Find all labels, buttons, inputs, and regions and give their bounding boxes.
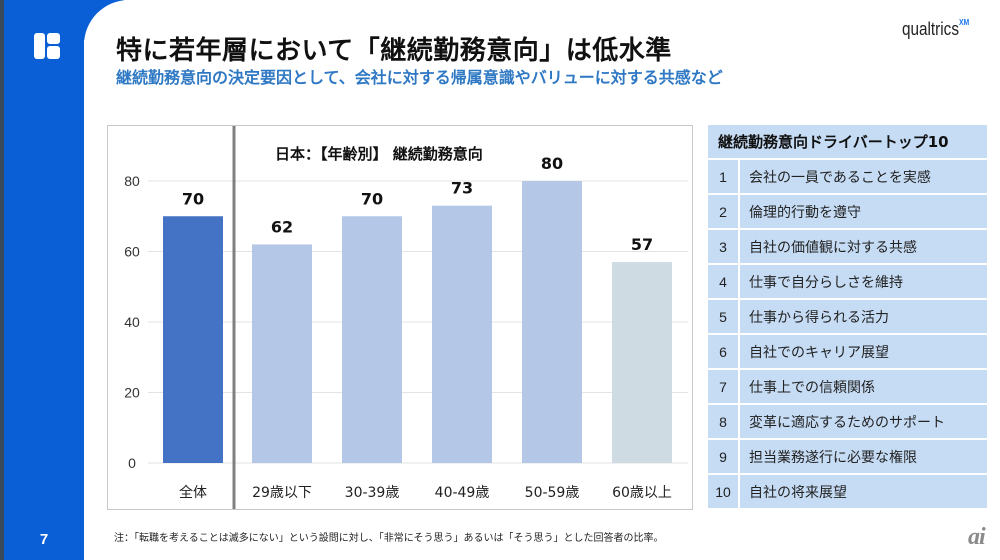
driver-row: 1 会社の一員であることを実感: [708, 160, 987, 195]
bar: [612, 262, 672, 463]
y-tick-label: 40: [124, 314, 140, 330]
chart-title: 日本：【年齢別】 継続勤務意向: [275, 145, 483, 163]
page-title: 特に若年層において「継続勤務意向」は低水準: [116, 36, 672, 66]
driver-row: 2 倫理的行動を遵守: [708, 195, 987, 230]
driver-rank: 4: [708, 265, 740, 298]
data-label: 73: [451, 179, 473, 198]
bars: [163, 181, 672, 464]
x-tick-label: 30-39歳: [345, 485, 400, 501]
x-tick-label: 全体: [179, 484, 207, 501]
bar: [432, 205, 492, 464]
data-label: 62: [271, 217, 293, 236]
data-labels: 70 62 70 73 80 57: [182, 154, 653, 254]
driver-row: 9 担当業務遂行に必要な権限: [708, 440, 987, 475]
brand-name: qualtrics: [902, 19, 959, 39]
left-edge-strip: [0, 0, 4, 560]
driver-label: 自社でのキャリア展望: [740, 335, 987, 368]
y-tick-label: 0: [128, 455, 136, 471]
driver-rank: 8: [708, 405, 740, 438]
bar: [522, 181, 582, 463]
sidebar: 7: [4, 0, 84, 560]
driver-label: 自社の価値観に対する共感: [740, 230, 987, 263]
driver-label: 会社の一員であることを実感: [740, 160, 987, 193]
driver-rank: 7: [708, 370, 740, 403]
driver-row: 7 仕事上での信頼関係: [708, 370, 987, 405]
x-tick-label: 50-59歳: [525, 485, 580, 501]
driver-rank: 1: [708, 160, 740, 193]
y-tick-label: 80: [124, 173, 140, 189]
driver-label: 仕事で自分らしさを維持: [740, 265, 987, 298]
driver-row: 8 変革に適応するためのサポート: [708, 405, 987, 440]
data-label: 80: [541, 154, 563, 173]
driver-row: 10 自社の将来展望: [708, 475, 987, 510]
brand-logo: qualtricsXM: [902, 18, 969, 40]
driver-row: 4 仕事で自分らしさを維持: [708, 265, 987, 300]
driver-label: 自社の将来展望: [740, 475, 987, 508]
x-axis-ticks: 全体 29歳以下 30-39歳 40-49歳 50-59歳 60歳以上: [179, 484, 672, 501]
watermark-logo: ai: [968, 524, 986, 550]
page-number: 7: [39, 531, 49, 548]
data-label: 57: [631, 235, 653, 254]
y-tick-label: 60: [124, 244, 140, 260]
driver-rank: 10: [708, 475, 740, 508]
footnote: 注：「転職を考えることは滅多にない」という設問に対し、「非常にそう思う」あるいは…: [114, 533, 664, 544]
driver-row: 3 自社の価値観に対する共感: [708, 230, 987, 265]
bar: [163, 216, 223, 463]
drivers-table-header: 継続勤務意向ドライバートップ10: [708, 125, 987, 160]
driver-rank: 2: [708, 195, 740, 228]
y-axis-ticks: 0 20 40 60 80: [124, 173, 140, 471]
drivers-table: 継続勤務意向ドライバートップ10 1 会社の一員であることを実感 2 倫理的行動を遵守…: [708, 125, 987, 510]
driver-label: 仕事から得られる活力: [740, 300, 987, 333]
driver-rank: 6: [708, 335, 740, 368]
gridlines: [148, 180, 688, 464]
page-subtitle: 継続勤務意向の決定要因として、会社に対する帰属意識やバリューに対する共感など: [116, 68, 723, 87]
driver-row: 6 自社でのキャリア展望: [708, 335, 987, 370]
driver-rank: 3: [708, 230, 740, 263]
x-tick-label: 29歳以下: [252, 485, 312, 501]
bar: [252, 244, 312, 463]
bar-chart: 70 62 70 73 80 57 0 20 40 60 80 全体 29歳以下 30-39歳 40-4…: [124, 126, 688, 509]
driver-row: 5 仕事から得られる活力: [708, 300, 987, 335]
data-label: 70: [361, 189, 383, 208]
driver-label: 仕事上での信頼関係: [740, 370, 987, 403]
driver-label: 倫理的行動を遵守: [740, 195, 987, 228]
driver-label: 担当業務遂行に必要な権限: [740, 440, 987, 473]
x-tick-label: 60歳以上: [612, 485, 672, 501]
y-tick-label: 20: [124, 385, 140, 401]
data-label: 70: [182, 189, 204, 208]
brand-suffix: XM: [958, 18, 970, 27]
x-tick-label: 40-49歳: [435, 485, 490, 501]
bar: [342, 216, 402, 463]
app-logo-icon: [34, 33, 60, 59]
chart-frame: 70 62 70 73 80 57 0 20 40 60 80 全体 29歳以下 30-39歳 40-4…: [107, 125, 693, 510]
driver-label: 変革に適応するためのサポート: [740, 405, 987, 438]
driver-rank: 9: [708, 440, 740, 473]
driver-rank: 5: [708, 300, 740, 333]
